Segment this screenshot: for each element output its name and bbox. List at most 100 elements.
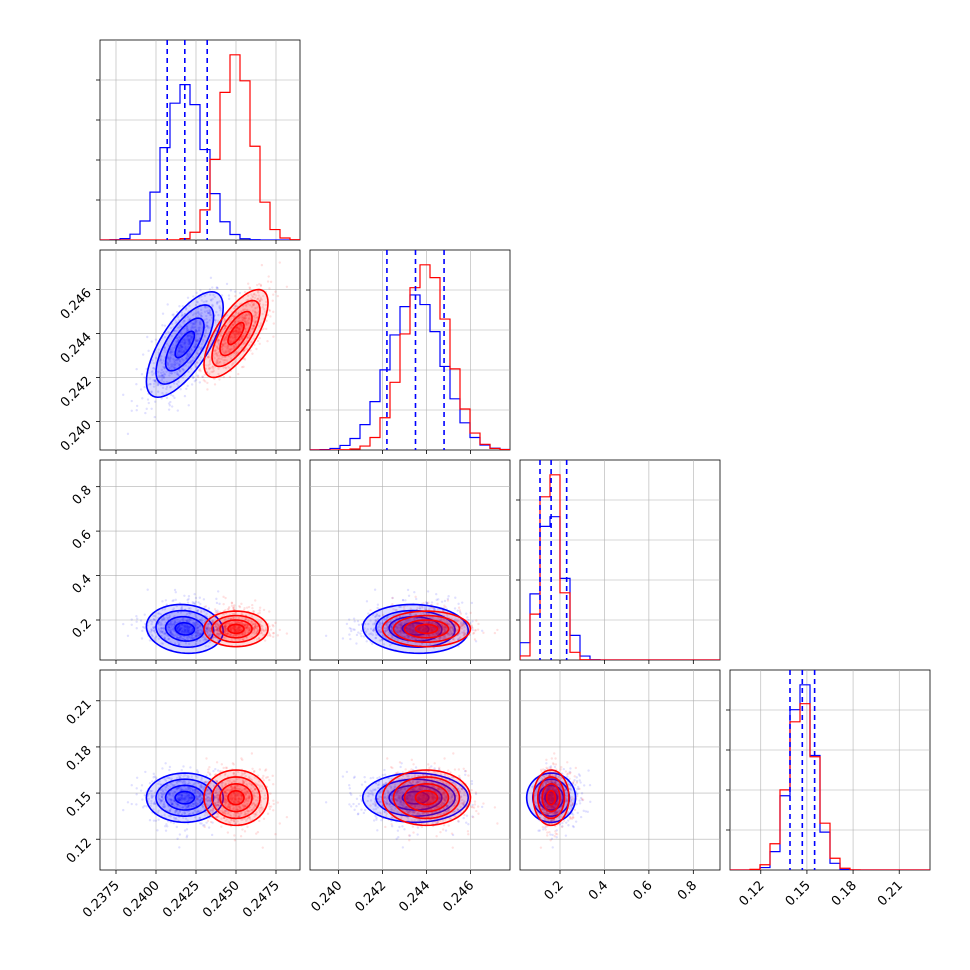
scatter-point: [154, 416, 156, 418]
scatter-point: [247, 282, 249, 284]
scatter-point: [404, 599, 406, 601]
scatter-point: [460, 613, 462, 615]
scatter-point: [195, 292, 197, 294]
scatter-point: [269, 315, 271, 317]
scatter-point: [376, 607, 378, 609]
y-tick-label: 0.240: [58, 418, 95, 455]
scatter-point: [177, 409, 179, 411]
scatter-point: [173, 397, 175, 399]
panel-0-0: [96, 40, 300, 244]
scatter-point: [135, 383, 137, 385]
scatter-point: [179, 833, 181, 835]
scatter-point: [441, 601, 443, 603]
scatter-point: [195, 597, 197, 599]
scatter-point: [203, 379, 205, 381]
scatter-point: [194, 603, 196, 605]
scatter-point: [255, 348, 257, 350]
scatter-point: [369, 609, 371, 611]
scatter-point: [457, 603, 459, 605]
scatter-point: [140, 619, 142, 621]
scatter-point: [131, 410, 133, 412]
scatter-point: [254, 599, 256, 601]
scatter-point: [481, 630, 483, 632]
scatter-point: [367, 612, 369, 614]
scatter-point: [231, 602, 233, 604]
scatter-point: [218, 603, 220, 605]
panel-1-1: [306, 250, 510, 454]
scatter-point: [457, 609, 459, 611]
scatter-point: [346, 623, 348, 625]
scatter-point: [264, 639, 266, 641]
scatter-point: [141, 373, 143, 375]
scatter-point: [261, 264, 263, 266]
scatter-point: [272, 336, 274, 338]
panel-frame: [100, 670, 300, 870]
scatter-point: [231, 604, 233, 606]
scatter-point: [391, 603, 393, 605]
scatter-point: [171, 600, 173, 602]
scatter-point: [242, 366, 244, 368]
scatter-point: [184, 829, 186, 831]
scatter-point: [268, 610, 270, 612]
scatter-point: [472, 632, 474, 634]
scatter-point: [152, 776, 154, 778]
scatter-point: [192, 295, 194, 297]
scatter-point: [466, 616, 468, 618]
scatter-point: [461, 601, 463, 603]
y-tick-label: 0.244: [58, 330, 95, 367]
scatter-point: [131, 624, 133, 626]
scatter-point: [182, 765, 184, 767]
scatter-point: [144, 386, 146, 388]
scatter-point: [127, 635, 129, 637]
scatter-point: [171, 314, 173, 316]
scatter-point: [256, 284, 258, 286]
scatter-point: [263, 609, 265, 611]
scatter-point: [229, 376, 231, 378]
scatter-point: [342, 637, 344, 639]
scatter-point: [348, 633, 350, 635]
scatter-point: [135, 621, 137, 623]
scatter-point: [230, 289, 232, 291]
scatter-point: [223, 376, 225, 378]
scatter-point: [352, 628, 354, 630]
scatter-point: [267, 275, 269, 277]
scatter-point: [459, 609, 461, 611]
scatter-point: [469, 622, 471, 624]
scatter-point: [211, 834, 213, 836]
scatter-point: [267, 280, 269, 282]
scatter-point: [407, 589, 409, 591]
scatter-point: [349, 627, 351, 629]
scatter-point: [447, 595, 449, 597]
scatter-point: [147, 589, 149, 591]
scatter-point: [144, 614, 146, 616]
scatter-point: [173, 822, 175, 824]
scatter-point: [272, 636, 274, 638]
scatter-point: [469, 612, 471, 614]
scatter-point: [202, 376, 204, 378]
scatter-point: [168, 408, 170, 410]
scatter-point: [355, 642, 357, 644]
scatter-point: [266, 340, 268, 342]
scatter-point: [171, 405, 173, 407]
scatter-point: [251, 353, 253, 355]
scatter-point: [164, 762, 166, 764]
scatter-point: [155, 338, 157, 340]
scatter-point: [474, 638, 476, 640]
scatter-point: [217, 590, 219, 592]
scatter-point: [357, 631, 359, 633]
scatter-point: [244, 291, 246, 293]
scatter-point: [136, 617, 138, 619]
scatter-point: [169, 404, 171, 406]
scatter-point: [359, 632, 361, 634]
scatter-point: [153, 773, 155, 775]
scatter-point: [259, 609, 261, 611]
scatter-point: [366, 600, 368, 602]
panel-0-3: 0.120.150.180.210.23750.24000.24250.2450…: [64, 670, 300, 921]
scatter-point: [209, 288, 211, 290]
scatter-point: [142, 353, 144, 355]
scatter-point: [188, 595, 190, 597]
scatter-point: [454, 597, 456, 599]
scatter-point: [234, 290, 236, 292]
scatter-point: [143, 627, 145, 629]
scatter-point: [175, 591, 177, 593]
